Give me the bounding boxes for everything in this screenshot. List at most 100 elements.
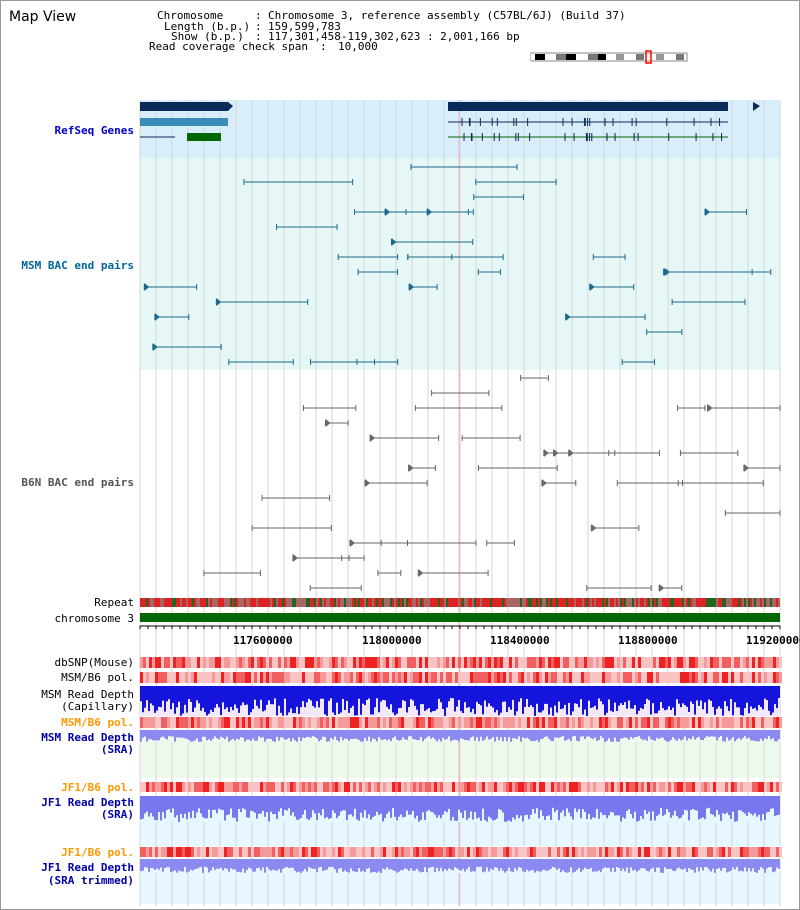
depth-bar [710,859,712,872]
heat-cell [767,657,770,668]
depth-bar [556,796,558,810]
depth-bar [308,730,310,738]
heat-cell [599,847,602,857]
heat-cell [662,782,665,792]
depth-bar [702,796,704,818]
ideogram-band [656,54,664,60]
heat-cell [143,782,146,792]
msm-depth-cap-label-1[interactable]: MSM Read Depth [41,688,134,701]
repeat-segment [520,598,522,607]
heat-cell [515,782,518,792]
heat-cell [458,717,461,728]
heat-cell [341,717,344,728]
depth-bar [370,796,372,820]
depth-bar [164,730,166,739]
depth-bar [560,859,562,873]
repeat-segment [410,598,412,607]
dbsnp-label[interactable]: dbSNP(Mouse) [54,656,134,669]
heat-cell [224,847,227,857]
depth-bar [664,686,666,711]
depth-bar [278,796,280,812]
heat-cell [269,782,272,792]
depth-bar [760,686,762,707]
msm-bac-label[interactable]: MSM BAC end pairs [21,259,134,272]
heat-cell [254,847,257,857]
depth-bar [478,859,480,867]
heat-cell [293,847,296,857]
heat-cell [581,717,584,728]
repeat-segment [198,598,200,607]
depth-bar [328,796,330,820]
repeat-segment [316,598,318,607]
depth-bar [522,796,524,822]
refseq-genes-label[interactable]: RefSeq Genes [54,124,134,137]
depth-bar [174,686,176,714]
jf1-b6-pol-label[interactable]: JF1/B6 pol. [61,781,134,794]
depth-bar [690,796,692,810]
depth-bar [652,730,654,741]
heat-cell [326,672,329,683]
axis-tick-label: 118800000 [618,634,678,647]
heat-cell [746,782,749,792]
heat-cell [671,717,674,728]
heat-cell [188,657,191,668]
depth-bar [236,730,238,739]
depth-bar [172,859,174,872]
msm-b6-pol-label-2[interactable]: MSM/B6 pol. [61,716,134,729]
msm-b6-pol-label[interactable]: MSM/B6 pol. [61,671,134,684]
depth-bar [584,796,586,812]
b6n-bac-label[interactable]: B6N BAC end pairs [21,476,134,489]
heat-cell [773,717,776,728]
jf1-depth-sra-label-1[interactable]: JF1 Read Depth [41,796,134,809]
repeat-segment [572,598,574,607]
heat-cell [269,847,272,857]
heat-cell [623,717,626,728]
heat-cell [662,672,665,683]
heat-cell [695,657,698,668]
depth-bar [202,859,204,873]
repeat-segment [292,598,294,607]
heat-cell [416,672,419,683]
heat-cell [338,717,341,728]
depth-bar [326,859,328,870]
depth-bar [164,796,166,819]
depth-bar [642,859,644,869]
heat-cell [251,717,254,728]
msm-depth-sra-label-1[interactable]: MSM Read Depth [41,731,134,744]
heat-cell [194,672,197,683]
depth-bar [210,859,212,871]
jf1-b6-pol-label-2[interactable]: JF1/B6 pol. [61,846,134,859]
heat-cell [443,657,446,668]
depth-bar [656,686,658,714]
heat-cell [350,657,353,668]
heat-cell [647,672,650,683]
depth-bar [508,686,510,708]
repeat-segment [366,598,368,607]
depth-bar [652,859,654,868]
depth-bar [506,686,508,713]
depth-bar [298,859,300,872]
depth-bar [440,859,442,868]
depth-bar [624,730,626,738]
heat-cell [665,782,668,792]
depth-bar [698,730,700,737]
depth-bar [764,859,766,873]
depth-bar [608,859,610,868]
heat-cell [200,672,203,683]
heat-cell [629,782,632,792]
heat-cell [260,717,263,728]
depth-bar [336,730,338,741]
heat-cell [485,672,488,683]
depth-bar [206,686,208,716]
repeat-segment [716,598,718,607]
chromosome-track-label: chromosome 3 [54,612,134,625]
depth-bar [184,859,186,867]
depth-bar [594,730,596,738]
jf1-depth-trim-label-1[interactable]: JF1 Read Depth [41,861,134,874]
heat-cell [497,782,500,792]
depth-bar [144,859,146,868]
depth-bar [742,686,744,716]
depth-bar [686,686,688,707]
depth-bar [528,686,530,707]
